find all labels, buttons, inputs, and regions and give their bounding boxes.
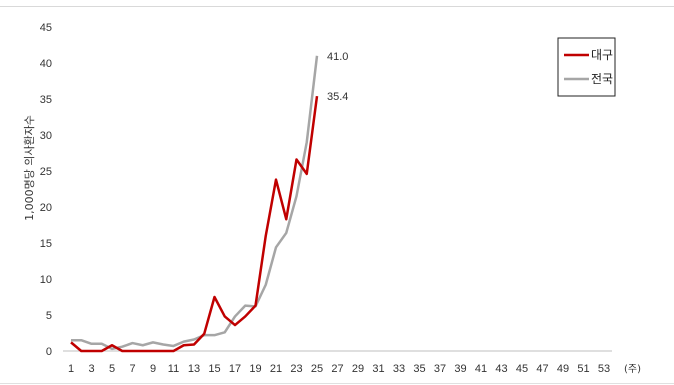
x-tick-label: 31	[372, 363, 384, 375]
y-tick-label: 10	[40, 274, 52, 286]
legend-label-daegu: 대구	[591, 48, 613, 62]
y-tick-label: 15	[40, 238, 52, 250]
bottom-divider	[0, 383, 674, 384]
x-tick-label: 19	[249, 363, 261, 375]
x-tick-label: 25	[311, 363, 323, 375]
x-tick-label: 17	[229, 363, 241, 375]
x-tick-label: 41	[475, 363, 487, 375]
legend-box	[557, 37, 616, 97]
x-tick-label: 43	[495, 363, 507, 375]
x-tick-label: 5	[109, 363, 115, 375]
end-label-national: 41.0	[327, 51, 348, 63]
x-tick-label: 33	[393, 363, 405, 375]
x-tick-label: 3	[88, 363, 94, 375]
y-tick-label: 5	[46, 310, 52, 322]
legend: 대구 전국	[557, 37, 616, 97]
x-tick-label: 11	[168, 363, 179, 375]
x-tick-label: 45	[516, 363, 528, 375]
x-tick-label: 37	[434, 363, 446, 375]
x-axis-unit: (주)	[624, 364, 641, 375]
y-tick-label: 25	[40, 166, 52, 178]
end-label-daegu: 35.4	[327, 91, 348, 103]
x-tick-label: 9	[150, 363, 156, 375]
y-tick-label: 40	[40, 58, 52, 70]
x-tick-label: 39	[454, 363, 466, 375]
series-line-daegu	[70, 95, 319, 353]
x-axis-ticks: 1 3 5 7 9 11 13 15 17 19 21 23 25 27 29 31 33 35 37 39 41 43 4…	[68, 363, 610, 375]
x-tick-label: 1	[68, 363, 74, 375]
x-tick-label: 15	[208, 363, 220, 375]
y-axis-ticks: 0 5 10 15 20 25 30 35 40 45	[40, 22, 52, 358]
x-tick-label: 7	[129, 363, 135, 375]
x-tick-label: 51	[577, 363, 589, 375]
top-divider	[0, 6, 674, 7]
x-tick-label: 35	[413, 363, 425, 375]
x-tick-label: 49	[557, 363, 569, 375]
y-axis-label: 1,000명당 의사환자수	[23, 115, 36, 221]
x-tick-label: 23	[290, 363, 302, 375]
x-tick-label: 53	[598, 363, 610, 375]
legend-label-national: 전국	[591, 72, 613, 86]
series-line-national	[71, 55, 319, 351]
x-tick-label: 27	[331, 363, 343, 375]
x-tick-label: 47	[536, 363, 548, 375]
y-tick-label: 35	[40, 94, 52, 106]
y-tick-label: 20	[40, 202, 52, 214]
x-tick-label: 29	[352, 363, 364, 375]
series-lines	[70, 55, 319, 353]
x-tick-label: 21	[270, 363, 282, 375]
y-tick-label: 0	[46, 346, 52, 358]
y-tick-label: 30	[40, 130, 52, 142]
y-tick-label: 45	[40, 22, 52, 34]
end-labels: 35.4 41.0	[327, 51, 348, 103]
x-tick-label: 13	[188, 363, 200, 375]
